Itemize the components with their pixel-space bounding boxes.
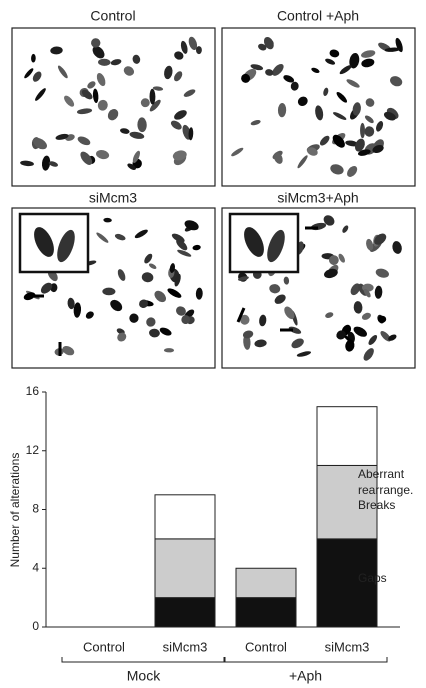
panel-title: siMcm3	[89, 190, 137, 206]
y-tick-label: 12	[26, 443, 40, 457]
figure: Control Control +Aph siMcm3 siMcm3+Aph N…	[0, 0, 426, 688]
group-bracket	[62, 657, 225, 662]
legend-label: Gaps	[358, 570, 426, 586]
group-bracket	[224, 657, 387, 662]
y-tick-label: 8	[32, 502, 39, 516]
group-label: +Aph	[289, 668, 322, 684]
x-tick-label: Control	[83, 639, 125, 654]
bar-segment	[236, 598, 296, 627]
x-tick-label: siMcm3	[325, 639, 370, 654]
panel-title: Control	[90, 8, 135, 24]
x-tick-label: siMcm3	[163, 639, 208, 654]
x-tick-label: Control	[245, 639, 287, 654]
y-tick-label: 16	[26, 384, 40, 398]
inset	[20, 214, 88, 272]
legend-label: Aberrant rearrange.	[358, 466, 426, 498]
bar-segment	[155, 539, 215, 598]
panel-title: siMcm3+Aph	[277, 190, 358, 206]
inset	[230, 214, 298, 272]
y-tick-label: 0	[32, 619, 39, 633]
panel-title: Control +Aph	[277, 8, 359, 24]
y-axis-label: Number of alterations	[8, 453, 22, 568]
legend-label: Breaks	[358, 497, 426, 513]
bar-segment	[155, 598, 215, 627]
bar-segment	[236, 568, 296, 597]
y-tick-label: 4	[32, 560, 39, 574]
group-label: Mock	[127, 668, 161, 684]
bar-segment	[155, 495, 215, 539]
bar-segment	[317, 407, 377, 466]
